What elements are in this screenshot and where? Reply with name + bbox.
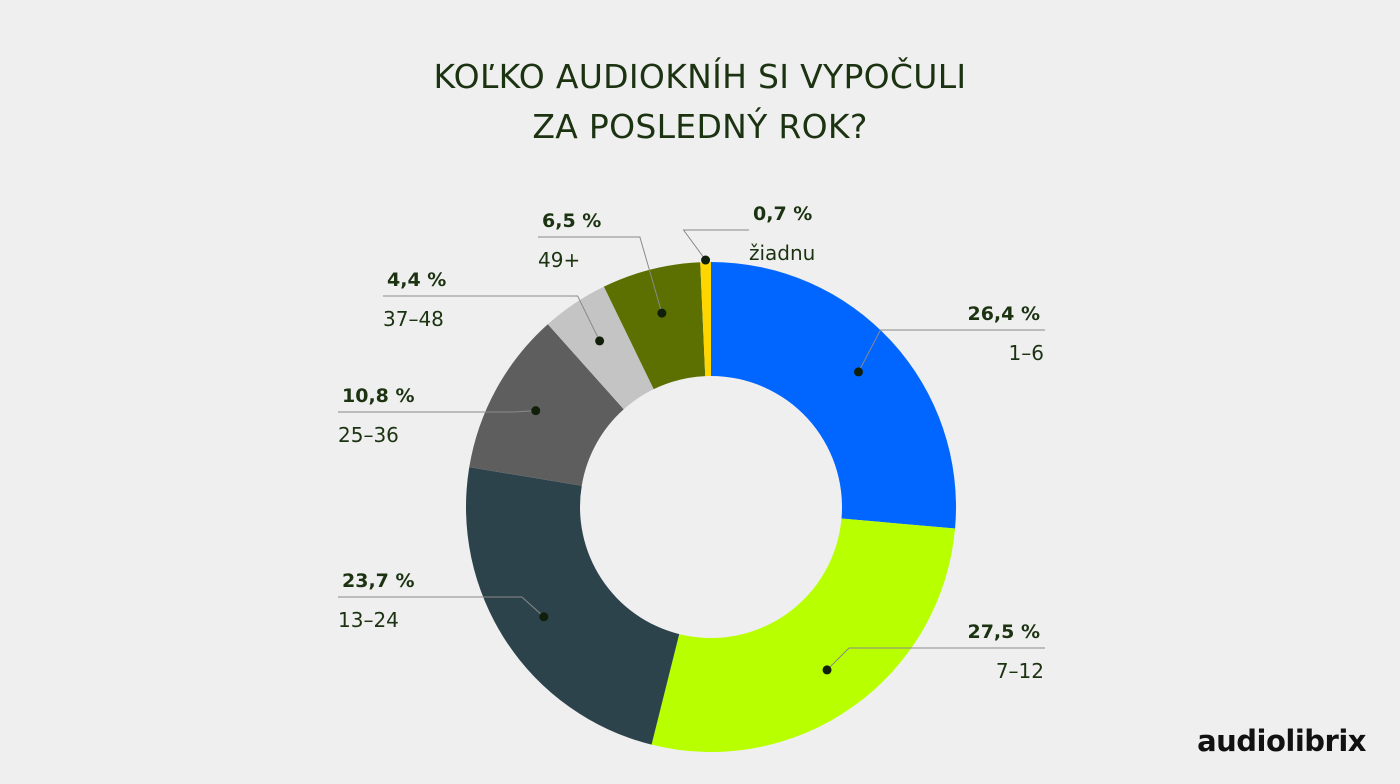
slice-7-wedge (700, 262, 711, 377)
chart-title-line-1: KOĽKO AUDIOKNÍH SI VYPOČULI (433, 57, 967, 96)
slice-2-annotation: 27,5 % 7–12 (822, 621, 1045, 683)
slice-7-leader-line (682, 229, 749, 261)
slice-4-value-label: 10,8 % (342, 385, 415, 407)
slice-4-leader-line (338, 410, 536, 413)
slice-3-annotation: 23,7 % 13–24 (338, 570, 549, 632)
slice-7-annotation: 0,7 % žiadnu (682, 203, 815, 265)
slice-1-marker-dot (854, 367, 864, 377)
slice-5-wedge (547, 286, 654, 410)
chart-title: KOĽKO AUDIOKNÍH SI VYPOČULI ZA POSLEDNÝ … (0, 52, 1400, 152)
slice-1-wedge (711, 262, 956, 529)
slice-7-value-label: 0,7 % (753, 203, 812, 225)
slice-1-value-label: 26,4 % (967, 303, 1040, 325)
slice-6-value-label: 6,5 % (542, 210, 601, 232)
slice-6-leader-line (538, 236, 663, 314)
slice-2-marker-dot (822, 665, 832, 675)
slice-3-leader-line (338, 596, 545, 618)
slice-3-value-label: 23,7 % (342, 570, 415, 592)
slice-2-category-label: 7–12 (996, 659, 1044, 683)
slice-1-annotation: 26,4 % 1–6 (854, 303, 1045, 377)
slice-6-wedge (603, 262, 706, 390)
slice-3-wedge (465, 467, 680, 745)
slice-6-category-label: 49+ (538, 248, 580, 272)
slice-1-leader-line (858, 329, 1045, 373)
slice-6-marker-dot (657, 308, 667, 318)
slice-2-leader-line (826, 647, 1045, 671)
slice-annotations: 26,4 % 1–6 27,5 % 7–12 23,7 % 13–24 10,8 % 25–3… (338, 203, 1045, 683)
slice-5-value-label: 4,4 % (387, 269, 446, 291)
slice-5-leader-line (383, 295, 601, 342)
audiolibrix-logo: audiolibrix (1197, 724, 1366, 758)
slice-4-wedge (469, 324, 624, 486)
slice-6-annotation: 6,5 % 49+ (538, 210, 667, 318)
slice-4-annotation: 10,8 % 25–36 (338, 385, 541, 447)
slice-5-annotation: 4,4 % 37–48 (383, 269, 605, 346)
chart-title-line-2: ZA POSLEDNÝ ROK? (532, 107, 868, 146)
slice-4-category-label: 25–36 (338, 423, 399, 447)
slice-3-marker-dot (539, 612, 549, 622)
slice-2-wedge (651, 518, 956, 752)
donut-slices (465, 262, 956, 752)
slice-7-category-label: žiadnu (749, 241, 815, 265)
slice-4-marker-dot (531, 406, 541, 416)
slice-2-value-label: 27,5 % (967, 621, 1040, 643)
slice-3-category-label: 13–24 (338, 608, 399, 632)
slice-5-marker-dot (595, 336, 605, 346)
slice-1-category-label: 1–6 (1009, 341, 1044, 365)
slice-7-marker-dot (701, 255, 711, 265)
slice-5-category-label: 37–48 (383, 307, 444, 331)
